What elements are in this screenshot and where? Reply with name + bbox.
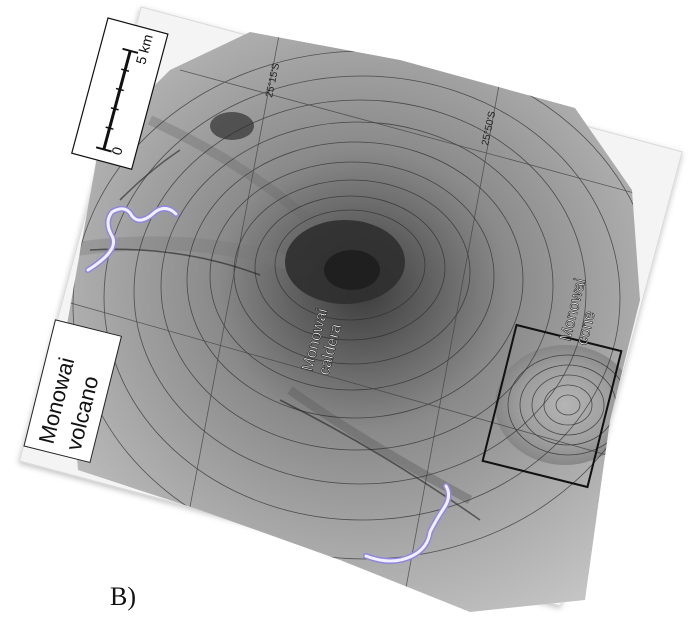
- bathymetry-relief: [66, 32, 640, 612]
- panel-label: B): [110, 582, 136, 611]
- highlight-trace-northwest-core: [86, 207, 178, 272]
- scale-bar-end-label: 5 km: [132, 33, 155, 66]
- highlight-trace-south-core: [364, 484, 451, 563]
- cone-inset-box: [481, 323, 623, 489]
- scale-bar-start-label: 0: [108, 145, 126, 157]
- graticule: [66, 32, 640, 612]
- scale-bar: 5 km 0: [71, 17, 169, 171]
